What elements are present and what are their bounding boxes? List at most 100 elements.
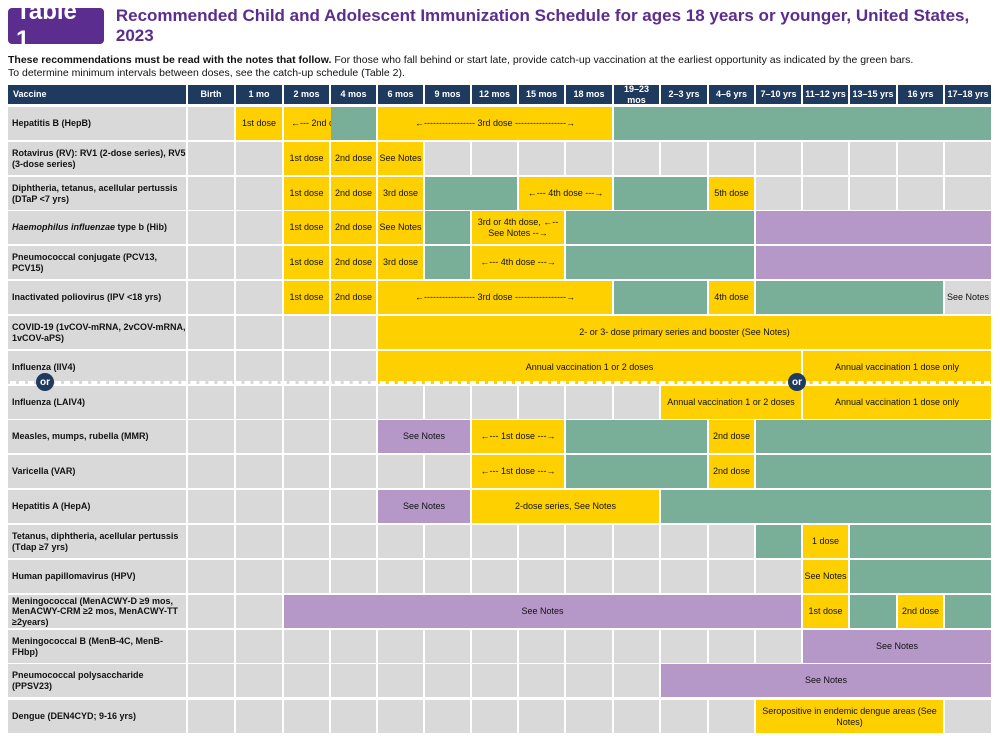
schedule-cell [188, 560, 234, 593]
column-header: 4–6 yrs [709, 85, 754, 104]
schedule-cell: 2nd dose [709, 455, 754, 488]
notes-line2: To determine minimum intervals between d… [8, 66, 405, 79]
schedule-cell: See Notes [378, 142, 423, 175]
schedule-cell [236, 316, 282, 349]
schedule-cell [236, 595, 282, 628]
schedule-cell [331, 351, 376, 384]
schedule-cell [472, 386, 517, 419]
schedule-cell [188, 211, 234, 244]
schedule-cell [566, 700, 612, 733]
schedule-cell [378, 386, 423, 419]
schedule-cell: 1st dose [284, 246, 329, 279]
schedule-cell [614, 107, 991, 140]
schedule-cell [284, 316, 329, 349]
schedule-cell [519, 525, 564, 558]
schedule-cell: ←--- 1st dose ---→ [472, 420, 564, 453]
vaccine-label: Meningococcal B (MenB-4C, MenB-FHbp) [8, 630, 186, 663]
notes-bold: These recommendations must be read with … [8, 54, 332, 66]
schedule-cell [188, 490, 234, 523]
schedule-cell [331, 316, 376, 349]
schedule-cell [472, 142, 517, 175]
schedule-cell [661, 560, 707, 593]
notes-line1: For those who fall behind or start late,… [331, 54, 914, 66]
schedule-cell [566, 664, 612, 697]
vaccine-label: Haemophilus influenzae type b (Hib) [8, 211, 186, 244]
schedule-cell: See Notes [803, 560, 848, 593]
schedule-cell [709, 525, 754, 558]
schedule-cell: Seropositive in endemic dengue areas (Se… [756, 700, 943, 733]
schedule-cell [188, 595, 234, 628]
vaccine-label-italic: Haemophilus influenzae [12, 222, 116, 233]
schedule-cell [236, 177, 282, 210]
schedule-cell [614, 142, 659, 175]
schedule-cell: 3rd dose [378, 177, 423, 210]
schedule-cell: 1st dose [236, 107, 282, 140]
schedule-cell [331, 700, 376, 733]
schedule-cell [236, 630, 282, 663]
schedule-cell: 2nd dose [331, 142, 376, 175]
schedule-cell [284, 664, 329, 697]
schedule-cell [188, 386, 234, 419]
schedule-cell: 1st dose [803, 595, 848, 628]
schedule-cell [850, 525, 991, 558]
vaccine-label: Tetanus, diphtheria, acellular pertussis… [8, 525, 186, 558]
schedule-cell: 2nd dose [331, 281, 376, 314]
schedule-cell [188, 455, 234, 488]
column-header: 11–12 yrs [803, 85, 848, 104]
schedule-cell [331, 560, 376, 593]
vaccine-label: Hepatitis A (HepA) [8, 490, 186, 523]
schedule-cell [425, 455, 470, 488]
or-badge: or [788, 373, 806, 391]
schedule-cell [566, 455, 707, 488]
schedule-cell [850, 595, 896, 628]
vaccine-label: Diphtheria, tetanus, acellular pertussis… [8, 177, 186, 210]
schedule-cell [188, 664, 234, 697]
schedule-cell [425, 700, 470, 733]
schedule-cell [425, 211, 470, 244]
schedule-cell [188, 630, 234, 663]
schedule-cell [378, 560, 423, 593]
schedule-cell: 3rd or 4th dose, ←-- See Notes --→ [472, 211, 564, 244]
schedule-cell [425, 525, 470, 558]
vaccine-label: Influenza (LAIV4) [8, 386, 186, 419]
column-header: 13–15 yrs [850, 85, 896, 104]
schedule-cell [284, 420, 329, 453]
schedule-cell [236, 560, 282, 593]
schedule-cell [236, 246, 282, 279]
schedule-cell [756, 142, 801, 175]
schedule-cell [519, 386, 564, 419]
column-header: 17–18 yrs [945, 85, 991, 104]
schedule-cell [945, 595, 991, 628]
column-header: 18 mos [566, 85, 612, 104]
schedule-cell: 2nd dose [898, 595, 943, 628]
schedule-cell [661, 700, 707, 733]
schedule-cell [519, 664, 564, 697]
schedule-cell [756, 281, 943, 314]
schedule-cell: 2- or 3- dose primary series and booster… [378, 316, 991, 349]
schedule-cell [709, 700, 754, 733]
schedule-cell [756, 211, 991, 244]
schedule-cell [614, 281, 707, 314]
schedule-cell [898, 177, 943, 210]
vaccine-label: Meningococcal (MenACWY-D ≥9 mos, MenACWY… [8, 595, 186, 628]
schedule-cell [850, 560, 991, 593]
schedule-cell [331, 386, 376, 419]
schedule-cell [284, 490, 329, 523]
schedule-cell: See Notes [803, 630, 991, 663]
schedule-cell [614, 664, 659, 697]
schedule-cell [425, 246, 470, 279]
schedule-cell: See Notes [284, 595, 801, 628]
schedule-cell [472, 700, 517, 733]
vaccine-label: Dengue (DEN4CYD; 9-16 yrs) [8, 700, 186, 733]
schedule-cell: Annual vaccination 1 or 2 doses [661, 386, 801, 419]
schedule-cell: 2nd dose [709, 420, 754, 453]
schedule-cell [236, 386, 282, 419]
schedule-cell [188, 107, 234, 140]
vaccine-label: Rotavirus (RV): RV1 (2-dose series), RV5… [8, 142, 186, 175]
vaccine-label: Human papillomavirus (HPV) [8, 560, 186, 593]
schedule-cell [284, 700, 329, 733]
schedule-cell [945, 177, 991, 210]
schedule-cell [331, 107, 376, 140]
schedule-cell [284, 351, 329, 384]
schedule-cell [331, 490, 376, 523]
